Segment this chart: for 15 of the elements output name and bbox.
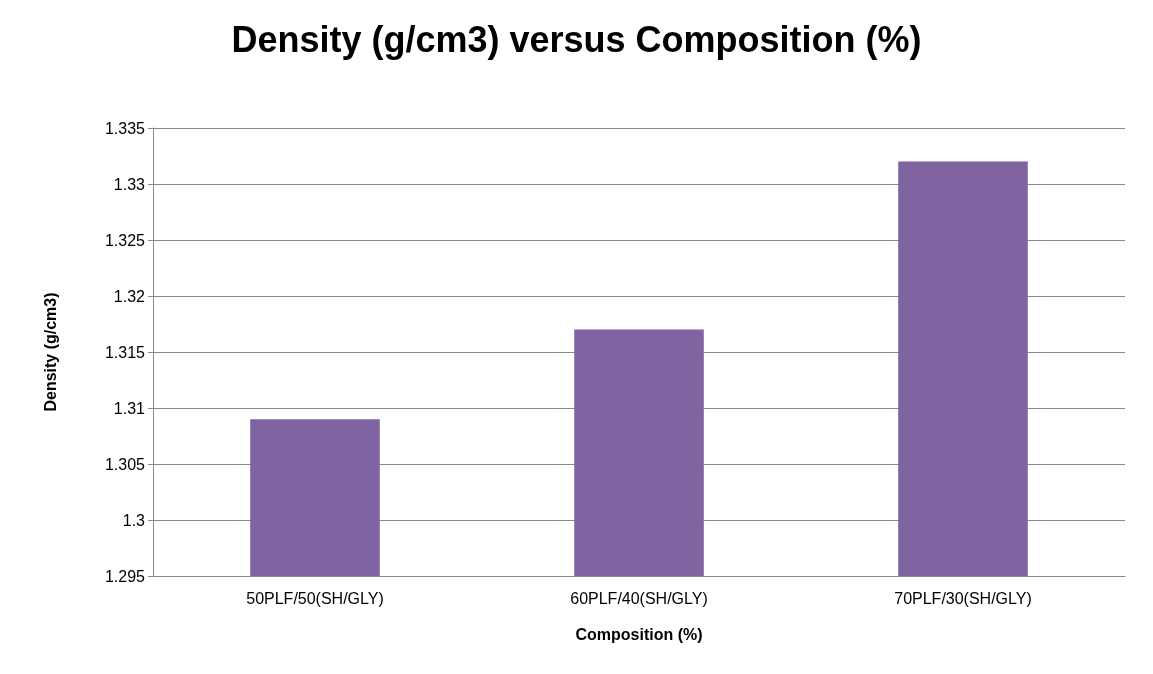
y-tick-label: 1.305 [104, 455, 146, 473]
x-tick-label: 50PLF/50(SH/GLY) [246, 589, 384, 607]
y-tick-label: 1.295 [104, 567, 146, 585]
chart-title: Density (g/cm3) versus Composition (%) [231, 18, 922, 60]
y-axis-title: Density (g/cm3) [41, 292, 59, 412]
y-tick-label: 1.3 [122, 511, 146, 529]
x-axis-title: Composition (%) [575, 625, 703, 643]
x-tick-label: 70PLF/30(SH/GLY) [894, 589, 1032, 607]
y-tick-label: 1.31 [113, 399, 146, 417]
y-tick-label: 1.315 [104, 343, 146, 361]
x-tick-label: 60PLF/40(SH/GLY) [570, 589, 708, 607]
y-tick-label: 1.335 [104, 119, 146, 137]
y-tick-label: 1.32 [113, 287, 146, 305]
y-tick-label: 1.325 [104, 231, 146, 249]
y-tick-label: 1.33 [113, 175, 146, 193]
